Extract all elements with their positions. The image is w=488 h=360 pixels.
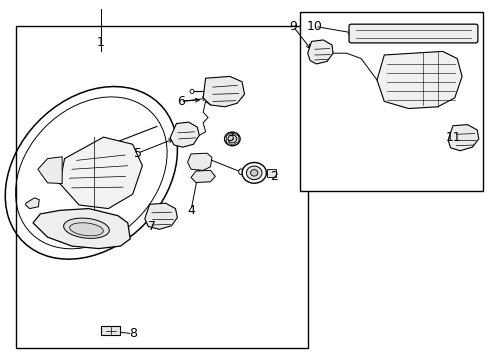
Polygon shape [307,40,332,64]
Text: 7: 7 [148,220,156,233]
Polygon shape [144,203,177,229]
Text: 9: 9 [288,20,296,33]
Polygon shape [447,125,478,151]
Bar [267,169,276,177]
Text: 2: 2 [269,170,277,183]
Polygon shape [191,170,215,183]
Ellipse shape [242,162,266,183]
Ellipse shape [246,166,262,180]
Polygon shape [376,51,461,109]
Text: 4: 4 [187,204,195,217]
Polygon shape [203,76,244,107]
Polygon shape [26,198,39,208]
Text: 10: 10 [306,20,322,33]
Ellipse shape [69,223,103,236]
Ellipse shape [190,89,194,94]
Text: 5: 5 [133,147,141,160]
Ellipse shape [227,135,236,143]
Polygon shape [170,122,199,147]
FancyBboxPatch shape [348,24,477,43]
Ellipse shape [250,170,257,176]
Polygon shape [187,153,211,170]
Bar [101,326,119,336]
Text: 11: 11 [445,131,461,144]
Text: 6: 6 [177,95,185,108]
Text: 3: 3 [225,131,233,144]
Polygon shape [60,137,142,208]
Ellipse shape [63,218,109,238]
Bar [300,12,482,191]
Text: 1: 1 [97,36,105,49]
Polygon shape [38,157,62,184]
Polygon shape [33,208,130,249]
Bar [16,26,307,348]
Ellipse shape [238,169,243,175]
Text: 8: 8 [128,327,136,340]
Ellipse shape [224,132,240,146]
